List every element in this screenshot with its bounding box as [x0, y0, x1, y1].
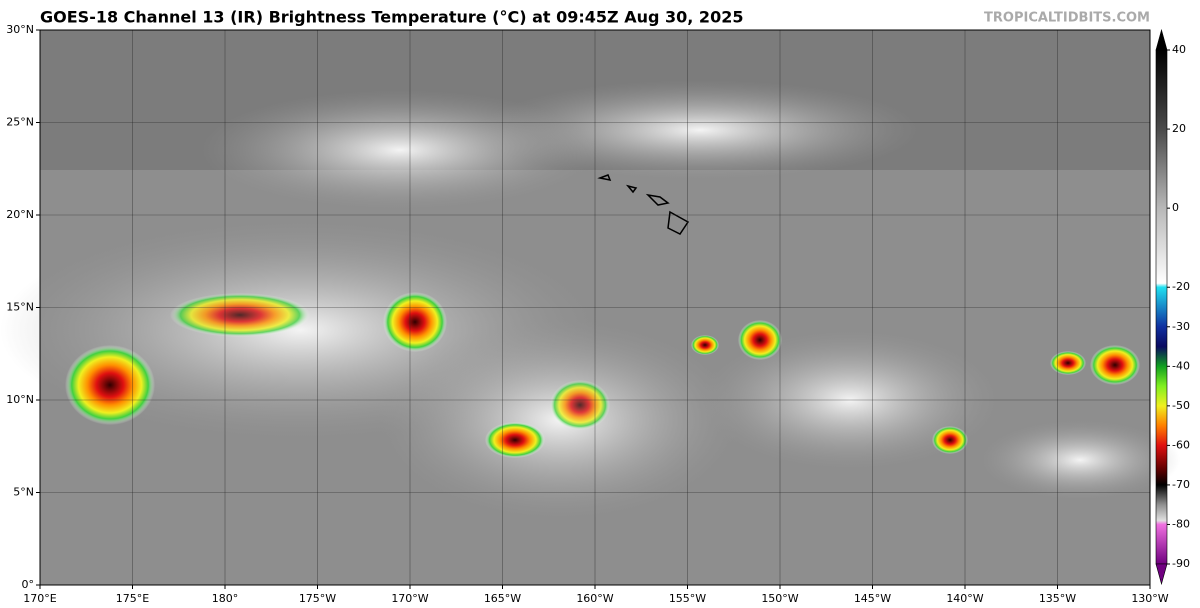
storm	[550, 380, 610, 430]
storm	[691, 335, 719, 355]
storm	[485, 422, 545, 458]
colorbar-label: 40	[1172, 43, 1186, 56]
lat-label: 0°	[22, 578, 35, 591]
colorbar-label: -40	[1172, 359, 1190, 372]
cloud	[980, 420, 1180, 500]
lat-label: 10°N	[6, 393, 34, 406]
colorbar-label: -90	[1172, 557, 1190, 570]
lat-label: 25°N	[6, 116, 34, 129]
storm	[1090, 345, 1140, 385]
storm	[738, 320, 782, 360]
lon-label: 140°W	[946, 592, 983, 605]
lon-label: 170°W	[391, 592, 428, 605]
lon-label: 165°W	[484, 592, 521, 605]
lon-label: 155°W	[669, 592, 706, 605]
colorbar-label: 0	[1172, 201, 1179, 214]
hawaii-coast	[597, 174, 690, 235]
lon-label: 130°W	[1131, 592, 1168, 605]
title: GOES-18 Channel 13 (IR) Brightness Tempe…	[40, 8, 743, 27]
lon-label: 175°W	[299, 592, 336, 605]
storm	[1050, 351, 1086, 375]
lat-label: 15°N	[6, 301, 34, 314]
lat-label: 20°N	[6, 208, 34, 221]
cloud	[200, 90, 600, 210]
lon-label: 150°W	[761, 592, 798, 605]
colorbar-label: -30	[1172, 320, 1190, 333]
colorbar	[1155, 49, 1168, 565]
lon-label: 160°W	[576, 592, 613, 605]
lon-label: 180°	[212, 592, 239, 605]
lat-label: 5°N	[13, 486, 34, 499]
colorbar-label: -80	[1172, 517, 1190, 530]
source: TROPICALTIDBITS.COM	[984, 11, 1150, 26]
graticule	[40, 30, 1150, 585]
storm	[170, 293, 310, 337]
colorbar-label: -20	[1172, 280, 1190, 293]
lat-label: 30°N	[6, 23, 34, 36]
colorbar-label: 20	[1172, 122, 1186, 135]
lon-label: 135°W	[1039, 592, 1076, 605]
lon-label: 170°E	[23, 592, 56, 605]
colorbar-label: -60	[1172, 438, 1190, 451]
colorbar-label: -50	[1172, 399, 1190, 412]
storm	[65, 345, 155, 425]
colorbar-bottom	[1155, 563, 1168, 586]
storm	[932, 426, 968, 454]
colorbar-top	[1155, 28, 1168, 51]
lon-label: 145°W	[854, 592, 891, 605]
colorbar-label: -70	[1172, 478, 1190, 491]
storm	[383, 292, 447, 352]
lon-label: 175°E	[116, 592, 149, 605]
